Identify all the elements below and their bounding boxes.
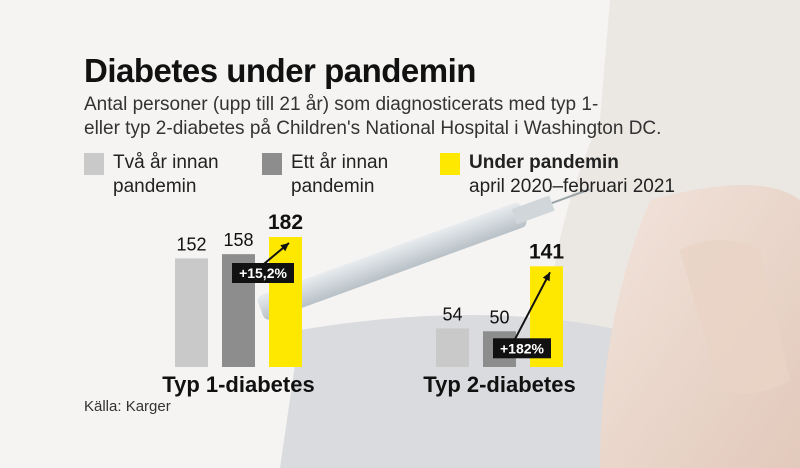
change-label-box-type2 xyxy=(493,338,551,359)
bar-type1-during-pandemic xyxy=(269,237,302,367)
bar-type1-two-years-before xyxy=(175,258,208,367)
value-label-type1-during-pandemic: 182 xyxy=(268,211,303,234)
change-label-box-type1 xyxy=(232,263,294,283)
group-label-type2: Typ 2-diabetes xyxy=(423,372,575,397)
change-arrowhead-type1 xyxy=(280,243,289,252)
source-note: Källa: Karger xyxy=(84,398,171,415)
change-label-type2: +182% xyxy=(500,340,545,356)
value-label-type2-two-years-before: 54 xyxy=(442,304,462,324)
group-label-type1: Typ 1-diabetes xyxy=(162,372,314,397)
legend-label-two-years-before: Två år innan pandemin xyxy=(113,152,219,197)
chart-title: Diabetes under pandemin xyxy=(84,52,476,89)
legend-swatch-two-years-before xyxy=(84,153,104,175)
legend-swatch-one-year-before xyxy=(262,153,282,175)
change-label-type1: +15,2% xyxy=(239,265,287,281)
legend-label-one-year-before: Ett år innan pandemin xyxy=(291,152,389,197)
value-label-type1-two-years-before: 152 xyxy=(176,234,206,254)
legend-label-during-pandemic: Under pandemin april 2020–februari 2021 xyxy=(469,152,675,197)
bar-type2-two-years-before xyxy=(436,328,469,367)
chart-subtitle-line-1: Antal personer (upp till 21 år) som diag… xyxy=(84,94,599,115)
value-label-type1-one-year-before: 158 xyxy=(223,230,253,250)
change-arrowhead-type2 xyxy=(542,272,550,282)
chart-subtitle-line-2: eller typ 2-diabetes på Children's Natio… xyxy=(84,118,662,139)
legend-swatch-during-pandemic xyxy=(440,153,460,175)
value-label-type2-one-year-before: 50 xyxy=(489,307,509,327)
value-label-type2-during-pandemic: 141 xyxy=(529,240,564,263)
